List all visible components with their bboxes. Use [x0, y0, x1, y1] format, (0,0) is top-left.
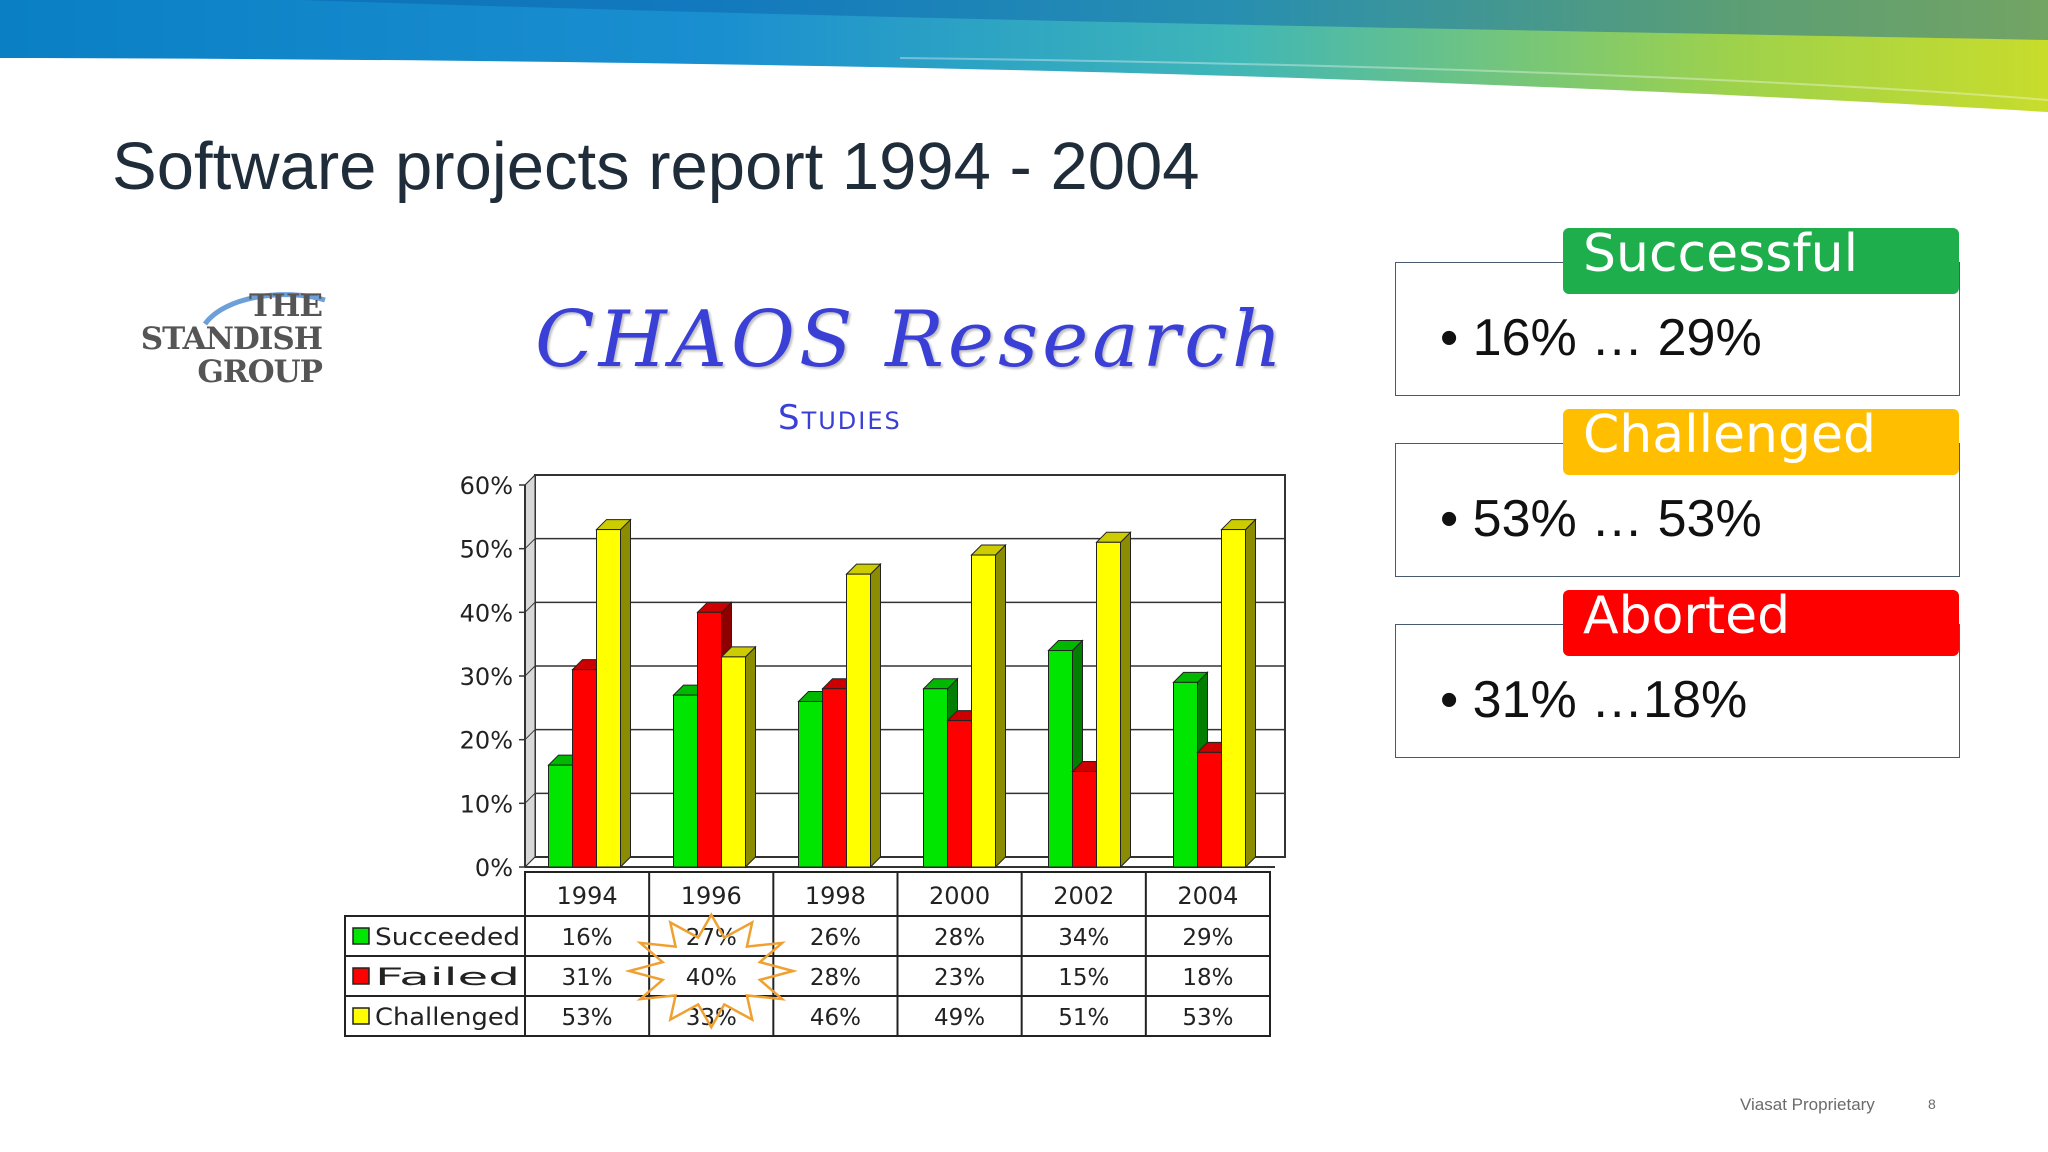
data-label-succeeded-1994: 16% [562, 925, 613, 951]
data-label-succeeded-2002: 34% [1058, 925, 1109, 951]
y-tick-label: 10% [460, 790, 513, 818]
footer-proprietary: Viasat Proprietary [1740, 1095, 1875, 1114]
bar-side [1245, 518, 1256, 869]
aborted-range-text: 31% …18% [1472, 671, 1748, 729]
bar-failed-1994 [572, 669, 597, 868]
challenged-range: • 53% … 53% [1440, 490, 1762, 548]
legend-swatch-succeeded [352, 927, 370, 945]
chaos-studies-subtitle: Studies [778, 398, 902, 438]
bar-succeeded-1996 [673, 694, 698, 868]
page-number: 8 [1928, 1096, 1936, 1112]
logo-line-group: GROUP [197, 354, 323, 390]
data-label-failed-1994: 31% [562, 965, 613, 991]
bar-succeeded-1994 [548, 764, 573, 868]
y-tick-label: 50% [460, 536, 513, 564]
x-tick-label-2000: 2000 [929, 882, 990, 910]
bar-challenged-1998 [846, 573, 871, 868]
grid-diag [524, 665, 536, 677]
challenged-range-text: 53% … 53% [1472, 490, 1762, 548]
grid-diag [524, 538, 536, 550]
data-label-failed-2002: 15% [1058, 965, 1109, 991]
x-tick-label-2002: 2002 [1053, 882, 1114, 910]
data-label-challenged-1998: 46% [810, 1005, 861, 1031]
legend-label-failed: Failed [375, 963, 520, 991]
bar-challenged-2000 [971, 554, 996, 868]
challenged-header: Challenged [1563, 409, 1959, 475]
data-label-succeeded-2000: 28% [934, 925, 985, 951]
data-label-failed-1996: 40% [686, 965, 737, 991]
header-banner [0, 0, 2048, 112]
data-label-succeeded-1998: 26% [810, 925, 861, 951]
bar-succeeded-2000 [923, 688, 948, 868]
successful-header: Successful [1563, 228, 1959, 294]
grid-diag [524, 729, 536, 741]
legend-label-challenged: Challenged [375, 1003, 520, 1031]
bar-challenged-1996 [721, 656, 746, 868]
y-tick-label: 0% [475, 854, 513, 882]
aborted-header: Aborted [1563, 590, 1959, 656]
starburst-highlight [624, 912, 798, 1030]
legend-swatch-failed [352, 967, 370, 985]
bar-side [1120, 531, 1131, 869]
standish-group-logo: THE STANDISH GROUP [141, 290, 330, 405]
data-label-challenged-2002: 51% [1058, 1005, 1109, 1031]
bar-failed-2002 [1072, 771, 1097, 868]
data-label-succeeded-1996: 27% [686, 925, 737, 951]
data-label-challenged-2004: 53% [1182, 1005, 1233, 1031]
data-label-challenged-1994: 53% [562, 1005, 613, 1031]
bar-failed-2004 [1197, 751, 1222, 868]
grid-diag [524, 856, 536, 868]
bar-succeeded-1998 [798, 700, 823, 868]
bar-challenged-1994 [596, 529, 621, 868]
bar-side [745, 645, 756, 869]
x-tick-label-1996: 1996 [681, 882, 742, 910]
bar-failed-1998 [822, 688, 847, 868]
aborted-range: • 31% …18% [1440, 671, 1748, 729]
logo-line-standish: STANDISH [140, 321, 323, 357]
successful-range-text: 16% … 29% [1472, 309, 1762, 367]
bar-side [870, 562, 881, 869]
y-tick-label: 20% [460, 727, 513, 755]
x-tick-label-1994: 1994 [557, 882, 618, 910]
grid-diag [524, 792, 536, 804]
legend-swatch-challenged [352, 1007, 370, 1025]
chaos-bar-chart: 0% 10% 20% 30% 40% 50% 60% 1994 1996 1998 2000 2002… [344, 472, 1286, 1037]
bar-succeeded-2004 [1173, 681, 1198, 868]
bar-challenged-2004 [1221, 529, 1246, 868]
y-tick-label: 40% [460, 599, 513, 627]
x-tick-label-2004: 2004 [1177, 882, 1238, 910]
bar-challenged-2002 [1096, 541, 1121, 868]
logo-line-the: THE [249, 288, 323, 324]
successful-range: • 16% … 29% [1440, 309, 1762, 367]
slide-title: Software projects report 1994 - 2004 [112, 129, 1200, 204]
bar-failed-1996 [697, 611, 722, 868]
legend-label-succeeded: Succeeded [375, 923, 520, 951]
bar-succeeded-2002 [1048, 650, 1073, 868]
y-tick-label: 60% [460, 472, 513, 500]
grid-diag [524, 474, 536, 486]
x-tick-label-1998: 1998 [805, 882, 866, 910]
data-label-failed-2004: 18% [1182, 965, 1233, 991]
data-label-failed-1998: 28% [810, 965, 861, 991]
data-label-challenged-2000: 49% [934, 1005, 985, 1031]
table-row-challenged [344, 995, 1271, 1037]
bar-side [995, 543, 1006, 869]
bar-failed-2000 [947, 720, 972, 868]
data-label-succeeded-2004: 29% [1182, 925, 1233, 951]
chaos-research-title: CHAOS Research [535, 295, 1286, 385]
y-tick-label: 30% [460, 663, 513, 691]
data-label-failed-2000: 23% [934, 965, 985, 991]
grid-diag [524, 601, 536, 613]
bar-side [620, 518, 631, 869]
